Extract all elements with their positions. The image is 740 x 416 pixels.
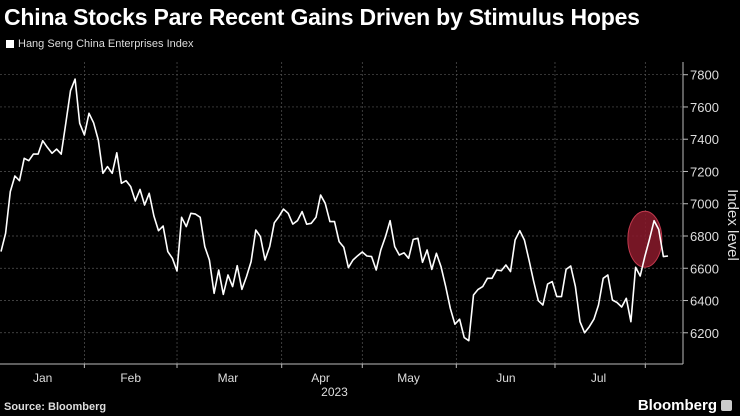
x-tick-label: May	[397, 371, 420, 385]
x-tick-label: Jun	[496, 371, 515, 385]
y-tick-label: 7000	[690, 197, 719, 212]
legend: Hang Seng China Enterprises Index	[6, 38, 194, 50]
series-line-hscei	[0, 78, 669, 342]
y-axis-title: Index level	[724, 189, 740, 261]
legend-swatch	[6, 40, 14, 48]
x-tick-label: Apr	[311, 371, 330, 385]
x-tick-label: Jan	[33, 371, 52, 385]
y-tick-label: 6400	[690, 294, 719, 309]
legend-label: Hang Seng China Enterprises Index	[18, 38, 194, 50]
y-tick-label: 6600	[690, 261, 719, 276]
source-note: Source: Bloomberg	[4, 401, 107, 413]
y-tick-label: 7600	[690, 100, 719, 115]
chart-title: China Stocks Pare Recent Gains Driven by…	[4, 4, 640, 30]
x-tick-label: Mar	[218, 371, 239, 385]
x-tick-label: Jul	[591, 371, 606, 385]
brand-name: Bloomberg	[637, 397, 717, 414]
y-tick-label: 7200	[690, 164, 719, 179]
y-tick-label: 6200	[690, 326, 719, 341]
x-axis-title: 2023	[321, 385, 348, 399]
y-tick-label: 7400	[690, 132, 719, 147]
x-tick-label: Feb	[120, 371, 141, 385]
y-tick-label: 6800	[690, 229, 719, 244]
y-tick-label: 7800	[690, 68, 719, 83]
brand-logo: Bloomberg	[638, 397, 732, 414]
terminal-icon	[721, 400, 732, 411]
